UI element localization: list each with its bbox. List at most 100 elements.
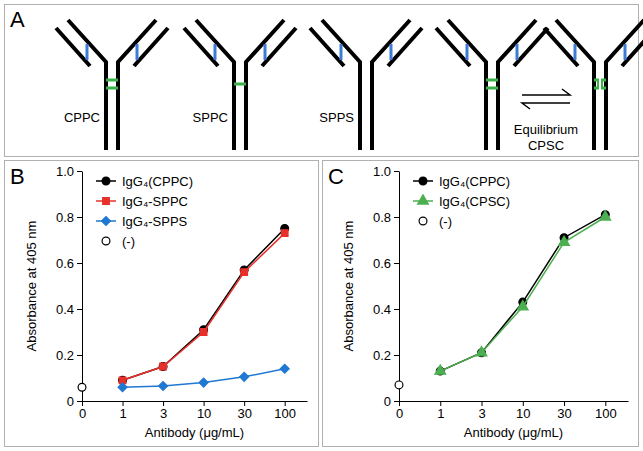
tick: 0.8 — [373, 210, 399, 225]
tick-label: 1 — [119, 406, 126, 421]
tick: 0.2 — [373, 348, 399, 363]
light-chain — [184, 28, 218, 66]
x-axis: 0131030100 — [396, 401, 629, 421]
light-chain — [56, 28, 90, 66]
tick-mark — [394, 355, 399, 356]
tick: 1.0 — [373, 164, 399, 179]
hinge-bond — [601, 80, 603, 88]
heavy-chain — [246, 20, 284, 150]
tick-mark — [77, 401, 82, 402]
data-point — [160, 363, 167, 370]
hinge-bond — [486, 79, 498, 82]
light-heavy-bond — [390, 44, 393, 60]
tick-label: 0.2 — [373, 348, 391, 363]
panel-label: B — [10, 164, 25, 189]
tick-label: 100 — [595, 406, 617, 421]
series-line — [123, 369, 285, 387]
tick-label: 0.4 — [373, 302, 391, 317]
tick-label: 1.0 — [373, 164, 391, 179]
data-point — [159, 382, 168, 391]
tick: 0.6 — [373, 256, 399, 271]
light-chain — [134, 28, 168, 66]
axis-line — [400, 401, 629, 402]
tick-mark — [77, 171, 82, 172]
tick-label: 3 — [478, 406, 485, 421]
legend-entry: (-) — [419, 214, 452, 229]
legend-marker — [419, 217, 427, 225]
series-line — [123, 229, 285, 381]
tick-label: 0.8 — [373, 210, 391, 225]
legend-entry: IgG₄(CPSC) — [413, 194, 510, 209]
data-point — [78, 383, 86, 391]
hinge-bond — [597, 80, 599, 88]
antibody-label: CPSC — [528, 138, 564, 153]
light-chain — [544, 28, 578, 66]
light-chain — [310, 28, 344, 66]
data-point — [395, 381, 403, 389]
light-heavy-bond — [264, 44, 267, 60]
light-heavy-bond — [624, 44, 627, 60]
equilibrium-arrow — [522, 103, 570, 109]
tick: 1 — [437, 401, 444, 421]
tick-label: 0.6 — [56, 256, 74, 271]
light-heavy-bond — [214, 44, 217, 60]
tick-label: 30 — [557, 406, 571, 421]
equilibrium-label: Equilibrium — [514, 122, 578, 137]
tick-mark — [394, 309, 399, 310]
legend: IgG₄(CPPC)IgG₄-SPPCIgG₄-SPPS(-) — [96, 174, 193, 249]
tick: 30 — [557, 401, 571, 421]
tick: 0.4 — [56, 302, 82, 317]
tick-mark — [77, 355, 82, 356]
legend-entry: (-) — [102, 234, 135, 249]
tick-label: 0 — [79, 406, 86, 421]
tick-label: 0 — [384, 394, 391, 409]
axis-line — [82, 172, 83, 402]
tick: 3 — [478, 401, 485, 421]
tick: 30 — [237, 401, 251, 421]
tick-label: 1 — [437, 406, 444, 421]
light-heavy-bond — [136, 44, 139, 60]
tick-label: 0 — [396, 406, 403, 421]
tick-mark — [77, 309, 82, 310]
data-point — [200, 329, 207, 336]
data-point — [159, 363, 167, 371]
tick: 0 — [67, 394, 82, 409]
antibody — [56, 20, 168, 150]
antibody-label: SPPS — [319, 110, 354, 125]
tick: 0.2 — [56, 348, 82, 363]
data-point — [199, 378, 208, 387]
chart: B013103010000.20.40.60.81.0Antibody (μg/… — [10, 164, 308, 440]
light-chain — [436, 28, 470, 66]
tick: 10 — [197, 401, 211, 421]
legend-label: IgG₄-SPPS — [122, 214, 188, 229]
legend-marker — [102, 237, 110, 245]
light-chain — [262, 28, 296, 66]
tick-mark — [77, 217, 82, 218]
hinge-bond — [486, 87, 498, 90]
series-line — [123, 233, 285, 380]
heavy-chain — [606, 20, 643, 150]
heavy-chain — [322, 20, 360, 150]
panel-label: C — [328, 164, 344, 189]
y-axis: 00.20.40.60.81.0 — [56, 164, 83, 409]
data-point — [435, 365, 446, 374]
legend-marker — [419, 177, 427, 185]
tick-mark — [77, 263, 82, 264]
data-point — [240, 372, 249, 381]
tick-label: 1.0 — [56, 164, 74, 179]
legend-label: IgG₄(CPPC) — [439, 174, 510, 189]
legend-entry: IgG₄-SPPS — [96, 214, 188, 229]
heavy-chain — [68, 20, 106, 150]
y-axis-title: Absorbance at 405 nm — [341, 221, 356, 352]
hinge-bond — [234, 83, 246, 86]
antibody — [310, 20, 422, 150]
light-heavy-bond — [516, 44, 519, 60]
hinge-bond — [106, 79, 118, 82]
legend-entry: IgG₄(CPPC) — [413, 174, 510, 189]
series-line — [440, 215, 605, 371]
tick: 1.0 — [56, 164, 82, 179]
tick: 3 — [160, 401, 167, 421]
tick-label: 3 — [160, 406, 167, 421]
chart: C013103010000.20.40.60.81.0Antibody (μg/… — [328, 164, 629, 440]
tick: 0 — [396, 401, 403, 421]
